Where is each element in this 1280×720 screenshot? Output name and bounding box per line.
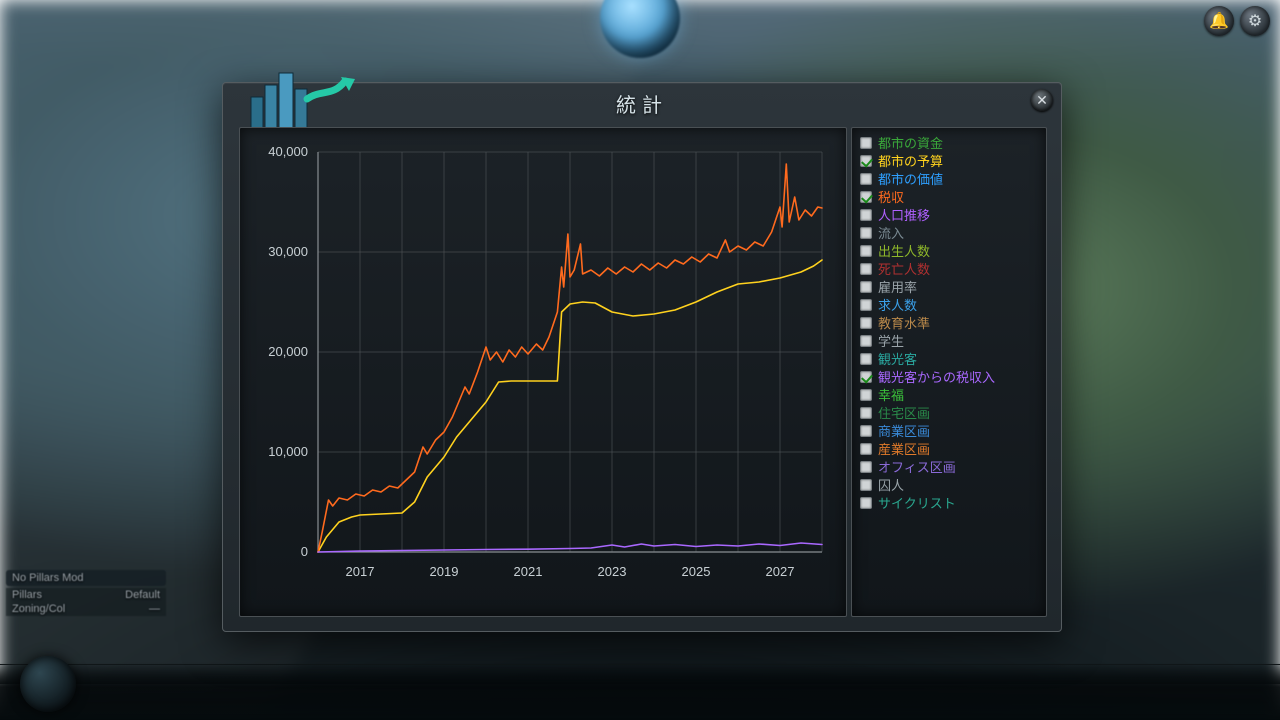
close-button[interactable]: ✕ [1031, 89, 1053, 111]
legend-checkbox[interactable] [860, 353, 872, 365]
legend-label: 都市の予算 [878, 155, 943, 168]
svg-text:20,000: 20,000 [268, 344, 308, 359]
legend-checkbox[interactable] [860, 227, 872, 239]
legend-item-1[interactable]: 都市の予算 [860, 152, 1038, 170]
legend-item-8[interactable]: 雇用率 [860, 278, 1038, 296]
mod-panel-header: No Pillars Mod [6, 570, 166, 586]
legend-checkbox[interactable] [860, 263, 872, 275]
legend-checkbox[interactable] [860, 389, 872, 401]
legend-label: 都市の価値 [878, 173, 943, 186]
legend-label: 幸福 [878, 389, 904, 402]
legend-label: 囚人 [878, 479, 904, 492]
legend-checkbox[interactable] [860, 137, 872, 149]
legend-item-4[interactable]: 人口推移 [860, 206, 1038, 224]
legend-checkbox[interactable] [860, 173, 872, 185]
chart-area: 0 10,000 20,000 30,000 40,000 2017 2019 2021 202… [239, 127, 847, 617]
legend-label: 求人数 [878, 299, 917, 312]
svg-text:2025: 2025 [682, 564, 711, 579]
notification-button[interactable]: 🔔 [1204, 6, 1234, 36]
legend-label: 税収 [878, 191, 904, 204]
svg-text:2027: 2027 [766, 564, 795, 579]
svg-text:2017: 2017 [346, 564, 375, 579]
legend-checkbox[interactable] [860, 299, 872, 311]
legend-item-16[interactable]: 商業区画 [860, 422, 1038, 440]
legend-label: 住宅区画 [878, 407, 930, 420]
legend-item-13[interactable]: 観光客からの税収入 [860, 368, 1038, 386]
bulldoze-button[interactable] [20, 656, 76, 712]
legend-label: 流入 [878, 227, 904, 240]
svg-text:30,000: 30,000 [268, 244, 308, 259]
legend-item-18[interactable]: オフィス区画 [860, 458, 1038, 476]
legend-item-9[interactable]: 求人数 [860, 296, 1038, 314]
legend-checkbox[interactable] [860, 443, 872, 455]
legend-item-6[interactable]: 出生人数 [860, 242, 1038, 260]
svg-text:40,000: 40,000 [268, 144, 308, 159]
line-chart: 0 10,000 20,000 30,000 40,000 2017 2019 2021 202… [240, 128, 848, 618]
legend-label: 都市の資金 [878, 137, 943, 150]
legend-checkbox[interactable] [860, 479, 872, 491]
top-right-buttons: 🔔 ⚙ [1204, 6, 1270, 36]
legend-checkbox[interactable] [860, 497, 872, 509]
legend-item-17[interactable]: 産業区画 [860, 440, 1038, 458]
legend-label: サイクリスト [878, 497, 956, 510]
svg-text:2019: 2019 [430, 564, 459, 579]
legend-item-7[interactable]: 死亡人数 [860, 260, 1038, 278]
legend-item-3[interactable]: 税収 [860, 188, 1038, 206]
legend-label: 死亡人数 [878, 263, 930, 276]
legend-checkbox[interactable] [860, 425, 872, 437]
panel-title: 統計 [223, 89, 1061, 118]
legend-label: 商業区画 [878, 425, 930, 438]
legend-checkbox[interactable] [860, 281, 872, 293]
svg-text:0: 0 [301, 544, 308, 559]
legend-item-2[interactable]: 都市の価値 [860, 170, 1038, 188]
svg-text:2023: 2023 [598, 564, 627, 579]
legend-checkbox[interactable] [860, 407, 872, 419]
legend-label: 雇用率 [878, 281, 917, 294]
settings-button[interactable]: ⚙ [1240, 6, 1270, 36]
legend-label: 観光客からの税収入 [878, 371, 995, 384]
legend-item-15[interactable]: 住宅区画 [860, 404, 1038, 422]
legend: 都市の資金都市の予算都市の価値税収人口推移流入出生人数死亡人数雇用率求人数教育水… [851, 127, 1047, 617]
legend-checkbox[interactable] [860, 191, 872, 203]
svg-text:2021: 2021 [514, 564, 543, 579]
legend-label: 産業区画 [878, 443, 930, 456]
legend-checkbox[interactable] [860, 371, 872, 383]
mod-side-panel: No Pillars Mod PillarsDefault Zoning/Col… [6, 570, 166, 616]
legend-checkbox[interactable] [860, 317, 872, 329]
legend-item-20[interactable]: サイクリスト [860, 494, 1038, 512]
legend-checkbox[interactable] [860, 335, 872, 347]
statistics-panel: 統計 ✕ 0 10,000 20,000 30,000 40,000 2017 2019 20… [222, 82, 1062, 632]
legend-item-12[interactable]: 観光客 [860, 350, 1038, 368]
legend-checkbox[interactable] [860, 245, 872, 257]
legend-item-14[interactable]: 幸福 [860, 386, 1038, 404]
svg-text:10,000: 10,000 [268, 444, 308, 459]
legend-label: 人口推移 [878, 209, 930, 222]
legend-label: 学生 [878, 335, 904, 348]
legend-item-19[interactable]: 囚人 [860, 476, 1038, 494]
legend-checkbox[interactable] [860, 209, 872, 221]
bottom-bar [0, 664, 1280, 720]
legend-checkbox[interactable] [860, 461, 872, 473]
legend-label: 教育水準 [878, 317, 930, 330]
legend-item-5[interactable]: 流入 [860, 224, 1038, 242]
legend-label: 観光客 [878, 353, 917, 366]
legend-label: 出生人数 [878, 245, 930, 258]
legend-item-11[interactable]: 学生 [860, 332, 1038, 350]
legend-label: オフィス区画 [878, 461, 956, 474]
legend-item-10[interactable]: 教育水準 [860, 314, 1038, 332]
legend-item-0[interactable]: 都市の資金 [860, 134, 1038, 152]
legend-checkbox[interactable] [860, 155, 872, 167]
